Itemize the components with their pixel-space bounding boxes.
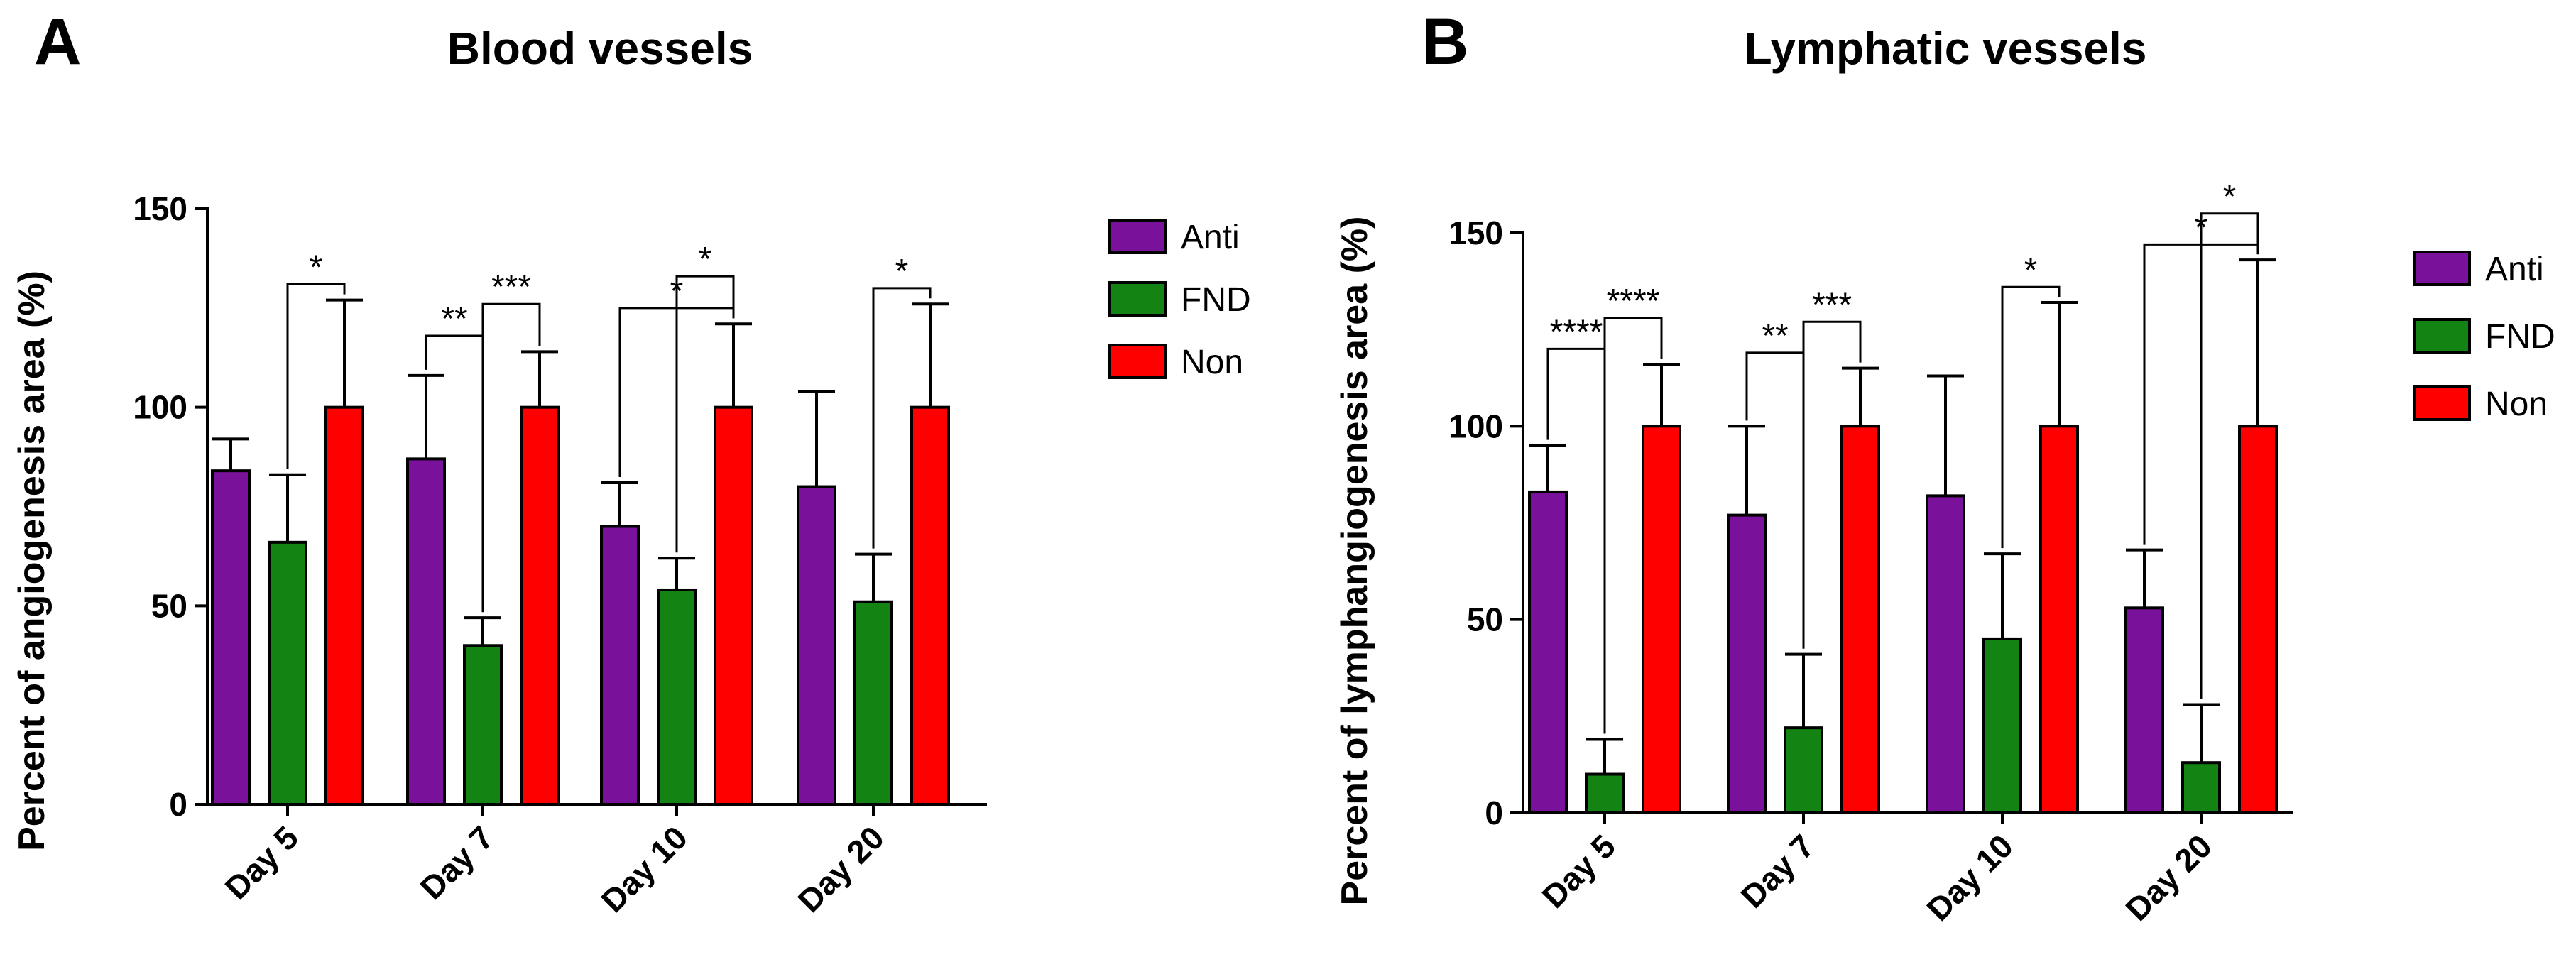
chart-panel-a: A Blood vessels Percent of angiogenesis ar…: [11, 6, 1251, 919]
legend-label: FND: [1181, 281, 1251, 319]
y-axis-label: Percent of angiogenesis area (%): [11, 270, 53, 851]
bar-non: [324, 405, 364, 806]
bar-non: [520, 405, 560, 806]
significance-label: ***: [491, 268, 531, 306]
x-tick-label: Day 5: [218, 819, 306, 907]
bar-anti: [406, 457, 446, 806]
bar-fnd: [268, 540, 307, 806]
legend-swatch-anti: [1108, 219, 1167, 254]
bar-non: [2238, 425, 2278, 814]
legend-label: Non: [2485, 385, 2548, 423]
significance-label: *: [895, 253, 909, 290]
legend-label: Anti: [2485, 251, 2544, 288]
x-tick-label: Day 10: [594, 819, 694, 919]
panel-letter: B: [1421, 6, 1468, 78]
bar-anti: [1528, 490, 1568, 815]
significance-bracket: [2200, 212, 2259, 699]
significance-label: *: [2223, 178, 2237, 216]
bar-fnd: [1784, 726, 1823, 815]
x-tick-label: Day 7: [413, 819, 501, 907]
y-tick-label: 150: [1448, 214, 1503, 251]
bar-fnd: [1982, 637, 2022, 815]
bar-non: [2039, 425, 2079, 814]
bar-non: [1840, 425, 1880, 814]
bar-anti: [1926, 494, 1965, 815]
legend: Anti FND Non: [2413, 251, 2555, 423]
significance-label: **: [441, 300, 467, 338]
x-tick-label: Day 7: [1734, 827, 1822, 915]
legend-swatch-non: [1108, 344, 1167, 379]
significance-bracket: [1603, 317, 1663, 734]
significance-label: *: [310, 248, 323, 286]
legend-swatch-fnd: [1108, 281, 1167, 317]
significance-label: ***: [1812, 286, 1852, 324]
legend-swatch-non: [2413, 385, 2471, 421]
y-axis-label: Percent of lymphangiogenesis area (%): [1334, 217, 1375, 906]
significance-label: ****: [1607, 283, 1660, 320]
bar-fnd: [1585, 772, 1625, 814]
panel-letter: A: [34, 6, 81, 78]
legend-label: Anti: [1181, 219, 1240, 256]
bar-fnd: [463, 644, 503, 806]
significance-label: *: [699, 241, 712, 278]
bar-non: [910, 405, 950, 806]
legend-swatch-fnd: [2413, 318, 2471, 354]
chart-title: Blood vessels: [447, 23, 753, 74]
y-tick-label: 100: [1448, 408, 1503, 444]
x-tick-label: Day 10: [1919, 827, 2020, 928]
significance-bracket: [872, 287, 932, 549]
legend: Anti FND Non: [1108, 219, 1251, 381]
significance-label: **: [1762, 317, 1788, 355]
legend-label: Non: [1181, 344, 1243, 381]
y-tick-label: 0: [169, 786, 187, 823]
bar-anti: [797, 485, 836, 806]
chart-panel-b: B Lymphatic vessels Percent of lymphangiog…: [1334, 6, 2555, 928]
chart-title: Lymphatic vessels: [1745, 23, 2147, 74]
bar-anti: [211, 469, 251, 806]
significance-bracket: [286, 283, 346, 469]
bar-non: [1642, 425, 1681, 814]
y-tick-label: 0: [1485, 794, 1503, 831]
bar-anti: [600, 525, 640, 806]
significance-label: *: [2024, 251, 2038, 289]
y-tick-label: 50: [151, 587, 187, 624]
legend-swatch-anti: [2413, 251, 2471, 286]
y-tick-label: 50: [1467, 601, 1503, 638]
significance-label: ****: [1550, 313, 1603, 351]
y-tick-label: 100: [133, 389, 187, 426]
x-tick-label: Day 5: [1535, 827, 1623, 915]
significance-bracket: [675, 275, 735, 553]
bar-non: [714, 405, 753, 806]
bar-fnd: [853, 600, 893, 806]
bar-fnd: [657, 588, 697, 806]
bar-anti: [1727, 513, 1767, 815]
significance-bracket: [481, 302, 541, 613]
y-tick-label: 150: [133, 190, 187, 227]
x-tick-label: Day 20: [790, 819, 891, 919]
x-tick-label: Day 20: [2118, 827, 2219, 928]
bar-fnd: [2181, 761, 2221, 815]
significance-bracket: [2001, 285, 2061, 549]
significance-bracket: [1802, 320, 1862, 649]
bar-anti: [2124, 606, 2164, 814]
legend-label: FND: [2485, 318, 2555, 356]
